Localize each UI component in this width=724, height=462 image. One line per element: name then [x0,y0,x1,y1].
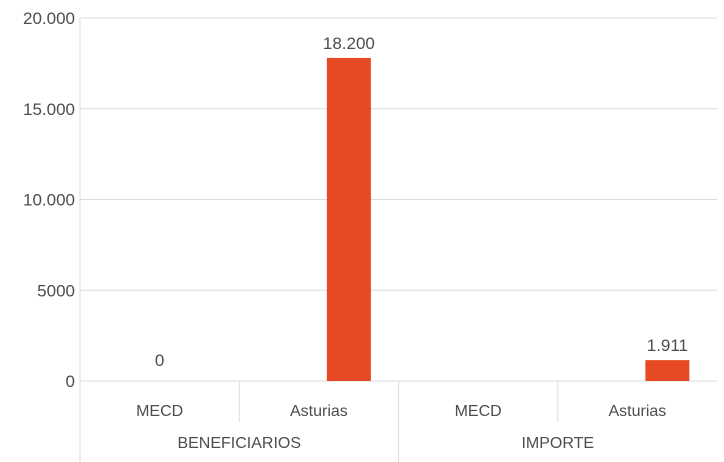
data-labels: 0 18.200 1.911 [155,34,688,370]
bar [645,360,690,381]
y-tick-label: 20.000 [23,9,75,28]
group-label: IMPORTE [521,435,594,452]
y-tick-label: 15.000 [23,100,75,119]
y-tick-label: 5000 [37,281,75,300]
category-label: Asturias [290,403,348,420]
group-label: BENEFICIARIOS [177,435,301,452]
y-axis-tick-labels: 0 5000 10.000 15.000 20.000 [23,9,75,391]
data-label: 0 [155,351,164,370]
y-tick-label: 0 [66,372,75,391]
gridlines [80,17,717,291]
category-label: MECD [455,403,502,420]
category-label: Asturias [608,403,666,420]
y-tick-label: 10.000 [23,191,75,210]
category-label: MECD [136,403,183,420]
bars [326,57,690,382]
data-label: 18.200 [323,34,375,53]
bar [326,57,371,382]
axes [79,18,717,462]
category-labels: MECD Asturias MECD Asturias BENEFICIARIOS IMP… [136,403,666,452]
data-label: 1.911 [647,336,688,355]
